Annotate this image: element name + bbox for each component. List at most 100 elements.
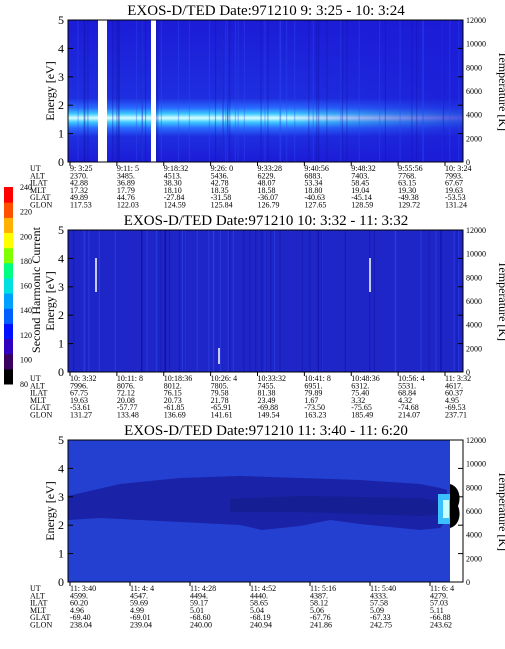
table-cell: 57.58 [370,599,388,608]
spectral-stripe [316,20,318,162]
y2-tick-label: 0 [466,578,470,587]
spectral-stripe [457,230,460,372]
spectral-stripe [229,20,231,162]
panel-3: EXOS-D/TED Date:971210 11: 3:40 - 11: 6:… [30,423,505,630]
y-tick-label: 3 [58,490,64,504]
colorbar-tick-label: 240 [20,183,32,192]
spectral-stripe [270,230,272,372]
y-tick-label: 1 [58,337,64,351]
spectral-stripe [326,20,328,162]
table-cell: 58.45 [351,179,369,188]
table-row-label: GLAT [30,403,51,412]
table-cell: 23.49 [258,396,276,405]
colorbar-block [4,247,13,264]
panel-1-y-ticks: 0 1 2 3 4 5 [58,13,463,169]
spectral-stripe [340,20,342,162]
panel-3-ylabel: Energy [eV] [43,481,57,540]
table-row-label: GLAT [30,193,51,202]
table-cell: 9:40:56 [304,164,328,173]
table-cell: 131.24 [445,201,467,210]
y-tick-label: 5 [58,433,64,447]
spectral-stripe [227,20,229,162]
panel-1-gap-2 [151,20,156,162]
table-row-label: GLON [30,621,52,630]
spectral-stripe [384,20,386,162]
table-cell: 18.58 [258,186,276,195]
panel-2-title: EXOS-D/TED Date:971210 10: 3:32 - 11: 3:… [124,213,408,229]
spectral-stripe [442,20,444,162]
spectral-stripe [225,20,227,162]
table-cell: 9: 3:25 [70,164,92,173]
y2-tick-label: 6000 [466,507,482,516]
table-cell: 79.89 [304,389,322,398]
spectral-stripe [279,230,281,372]
table-cell: 20.73 [164,396,182,405]
spectral-stripe [312,20,314,162]
spectral-stripe [411,20,413,162]
spectral-stripe [422,20,424,162]
table-cell: -67.76 [310,613,331,622]
table-cell: -57.77 [117,403,138,412]
colorbar-block [4,202,13,218]
table-cell: -69.40 [70,613,91,622]
panel-1-ylabel: Energy [eV] [43,61,57,120]
spectral-stripe [440,230,442,372]
spectral-stripe [83,20,85,162]
table-cell: 124.59 [164,201,186,210]
spectral-stripe [219,230,221,372]
table-cell: 11: 6: 4 [430,584,454,593]
table-cell: 4.95 [445,396,459,405]
spectral-stripe [87,20,89,162]
table-cell: 9:55:56 [398,164,422,173]
table-row-label: MLT [30,186,46,195]
spectral-stripe [112,20,114,162]
panel-1-y2-ticks: 0 2000 4000 6000 8000 10000 12000 [466,16,486,167]
spectral-stripe [318,20,320,162]
table-cell: 4333. [370,591,388,600]
y-tick-label: 4 [58,41,64,55]
spectral-stripe [243,20,245,162]
spectral-stripe [440,230,442,372]
spectral-stripe [158,230,160,372]
table-cell: 67.75 [70,389,88,398]
table-row-label: MLT [30,396,46,405]
spectral-stripe [88,230,90,372]
spectral-stripe [309,230,311,372]
y2-tick-label: 8000 [466,483,482,492]
table-row-label: ILAT [30,599,47,608]
y2-tick-label: 4000 [466,111,482,120]
panel-2-plot-area [68,230,463,372]
table-cell: 6229. [258,171,276,180]
table-cell: 17.32 [70,186,88,195]
table-cell: 5.04 [250,606,264,615]
table-cell: 185.49 [351,411,373,420]
table-row-label: MLT [30,606,46,615]
table-cell: 19.63 [445,186,463,195]
colorbar-block [4,293,13,309]
table-row-label: ALT [30,591,45,600]
colorbar-block [4,232,13,249]
colorbar-label: Second Harmonic Current [29,226,43,353]
spectral-stripe [273,230,276,372]
table-cell: 5436. [211,171,229,180]
spectral-stripe [116,20,118,162]
colorbar: 80 100 120 140 160 180 200 220 240 Second Harmon… [4,183,43,389]
spectral-stripe [399,20,401,162]
spectral-stripe [85,230,87,372]
table-cell: -68.19 [250,613,271,622]
table-cell: 7403. [351,171,369,180]
table-cell: -45.14 [351,193,372,202]
spectral-stripe [227,230,229,372]
spectral-stripe [280,20,282,162]
table-cell: 240.94 [250,621,272,630]
table-cell: 3.32 [351,396,365,405]
colorbar-ticks: 80 100 120 140 160 180 200 220 240 [20,183,32,389]
spectral-stripe [181,230,184,372]
table-cell: 131.27 [70,411,92,420]
panel-3-y-ticks: 0 1 2 3 4 5 [58,433,463,589]
table-cell: 122.03 [117,201,139,210]
table-row-label: GLAT [30,613,51,622]
table-cell: 11: 4:52 [250,584,276,593]
table-cell: -40.63 [304,193,325,202]
